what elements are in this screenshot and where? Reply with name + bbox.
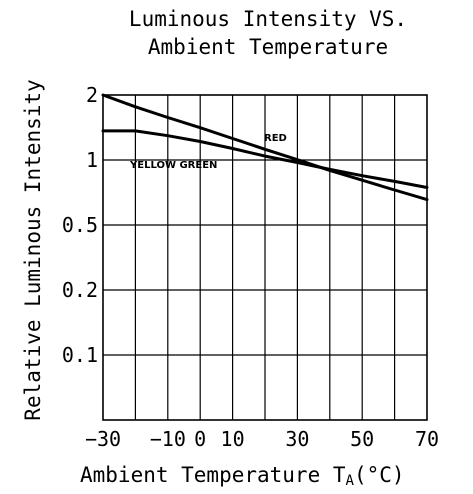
y-tick-label: 0.5 xyxy=(62,213,98,237)
y-tick-label: 2 xyxy=(86,83,98,107)
x-tick-labels: −30 −10 0 10 30 50 70 xyxy=(85,427,439,451)
x-tick-label: 50 xyxy=(350,427,374,451)
y-axis-label: Relative Luminous Intensity xyxy=(21,79,45,420)
x-tick-label: 30 xyxy=(285,427,309,451)
y-tick-label: 0.1 xyxy=(62,343,98,367)
x-tick-label: 10 xyxy=(221,427,245,451)
series-line-red xyxy=(101,93,429,202)
x-tick-label: 0 xyxy=(194,427,206,451)
y-tick-label: 1 xyxy=(86,148,98,172)
x-tick-label: −10 xyxy=(150,427,186,451)
x-axis-label-unit: (°C) xyxy=(354,463,405,487)
x-tick-label: −30 xyxy=(85,427,121,451)
x-axis-label-main: Ambient Temperature T xyxy=(80,463,346,487)
plot-frame xyxy=(102,94,428,421)
series-group xyxy=(101,93,429,202)
chart-title-line-2: Ambient Temperature xyxy=(148,35,388,59)
x-axis-label: Ambient Temperature TA(°C) xyxy=(80,463,405,489)
x-tick-label: 70 xyxy=(415,427,439,451)
x-axis-label-subscript: A xyxy=(346,473,355,489)
series-label-yellow-green: YELLOW GREEN xyxy=(129,160,217,171)
series-line-yellow-green xyxy=(101,129,429,189)
y-tick-labels: 2 1 0.5 0.2 0.1 xyxy=(62,83,98,367)
y-tick-label: 0.2 xyxy=(62,278,98,302)
chart-title-line-1: Luminous Intensity VS. xyxy=(129,7,407,31)
grid xyxy=(103,95,427,420)
series-label-red: RED xyxy=(264,133,287,144)
